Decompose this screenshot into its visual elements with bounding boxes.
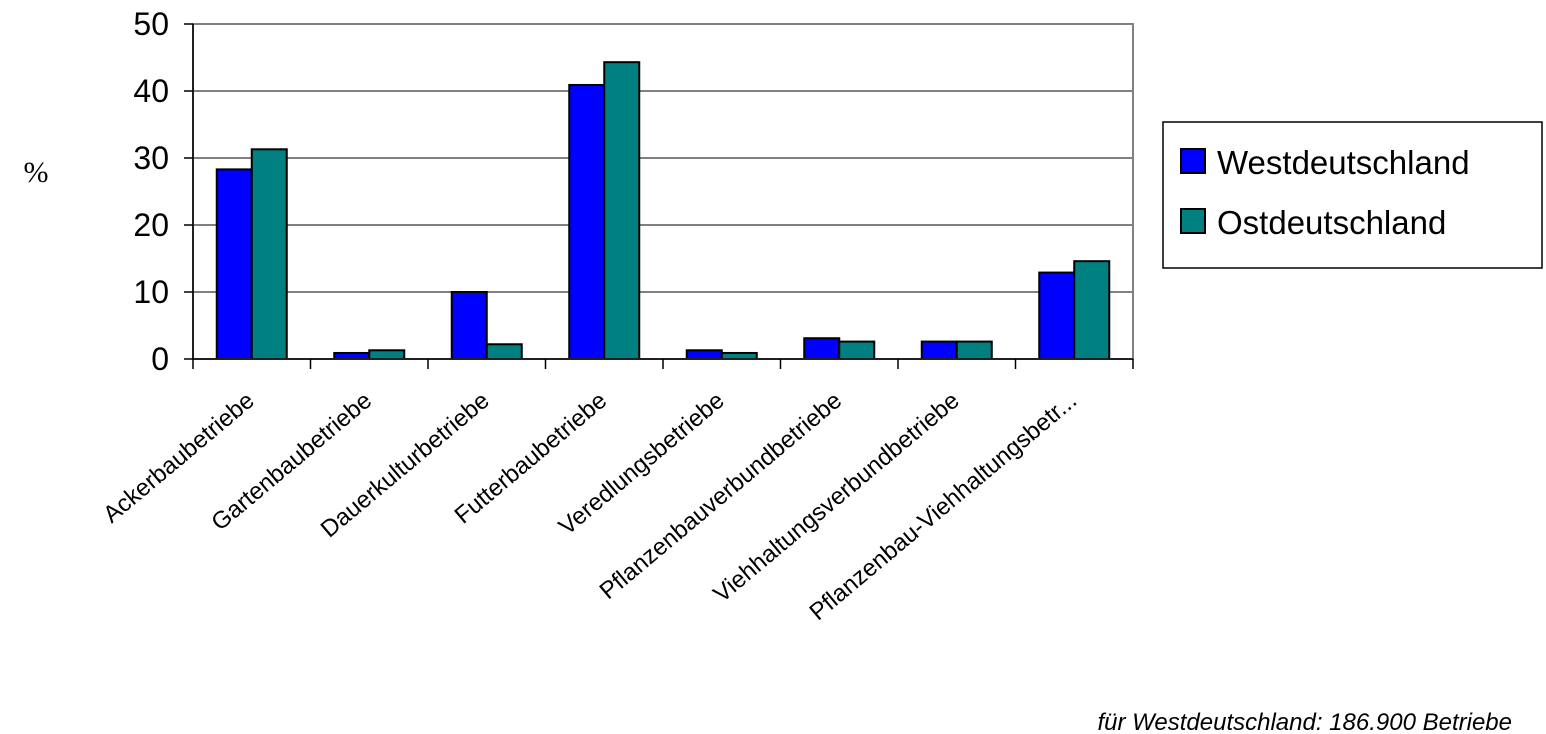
y-tick-label: 10: [133, 274, 169, 310]
bar-west-3: [568, 83, 606, 360]
bar-ost-2: [485, 343, 523, 361]
x-tick-label: Viehhaltungsverbundbetriebe: [708, 387, 964, 608]
legend-swatch-1: [1180, 208, 1206, 234]
y-tick-label: 50: [133, 6, 169, 42]
legend-box: [1162, 121, 1543, 269]
y-axis-label: %: [24, 156, 49, 189]
bar-ost-0: [250, 148, 288, 360]
annotation-note: für Westdeutschland: 186.900 Betriebe: [1098, 709, 1513, 734]
legend-label-0: Westdeutschland: [1217, 144, 1470, 181]
bar-ost-3: [603, 61, 641, 360]
y-tick-label: 40: [133, 73, 169, 109]
legend: Westdeutschland Ostdeutschland: [1162, 121, 1543, 269]
bar-ost-7: [1073, 260, 1111, 360]
y-tick-label: 30: [133, 140, 169, 176]
legend-swatch-0: [1180, 148, 1206, 174]
bar-west-5: [803, 337, 841, 361]
y-tick-labels: 0 10 20 30 40 50: [133, 6, 169, 377]
y-tick-label: 0: [151, 341, 169, 377]
bars: [215, 61, 1111, 361]
y-tick-label: 20: [133, 207, 169, 243]
plot-area-frame: [192, 23, 1134, 360]
bar-west-0: [215, 168, 253, 360]
bar-west-2: [450, 291, 488, 360]
bar-ost-1: [368, 349, 406, 361]
bar-west-4: [685, 349, 723, 361]
x-tick-label: Pflanzenbauverbundbetriebe: [595, 387, 847, 605]
x-tick-labels: AckerbaubetriebeGartenbaubetriebeDauerku…: [98, 387, 1082, 626]
bar-ost-6: [955, 340, 993, 360]
gridlines: [193, 23, 1133, 293]
bar-west-6: [920, 340, 958, 360]
bar-ost-5: [838, 340, 876, 360]
axes: [184, 23, 1134, 369]
bar-west-7: [1038, 271, 1076, 361]
legend-label-1: Ostdeutschland: [1217, 204, 1446, 241]
